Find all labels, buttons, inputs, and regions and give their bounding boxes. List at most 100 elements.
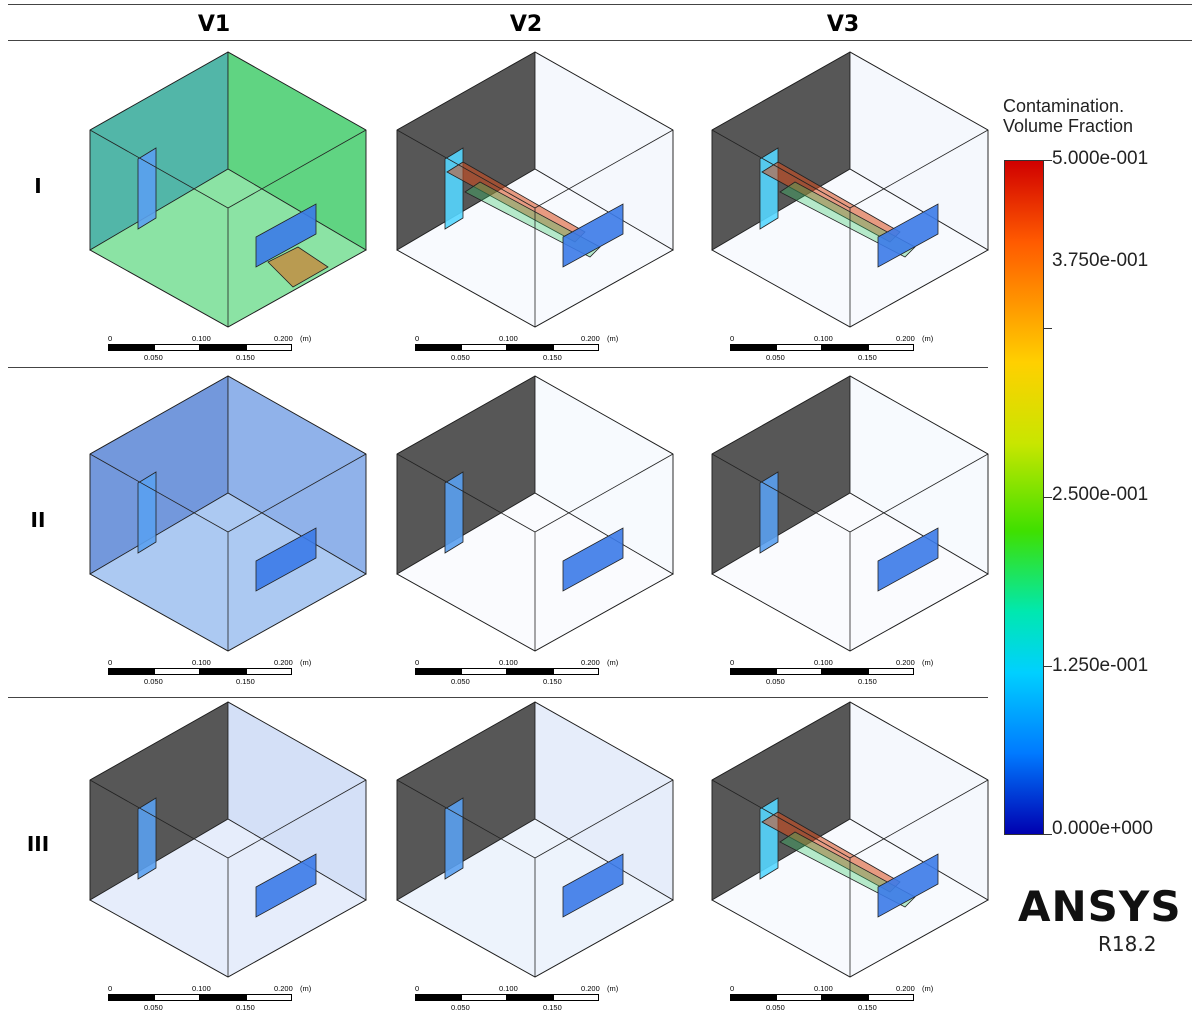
cube-render <box>711 375 989 652</box>
outlet-opening <box>255 527 317 592</box>
contamination-hotspot <box>267 246 329 288</box>
outlet-opening <box>877 527 939 592</box>
legend-tick-label: 2.500e-001 <box>1052 484 1149 505</box>
header-rule <box>8 40 1192 41</box>
scale-label-max: 0.200 <box>581 984 600 993</box>
cube-render <box>396 51 674 328</box>
scale-label-q1: 0.050 <box>766 353 785 362</box>
scale-label-q3: 0.150 <box>236 1003 255 1012</box>
legend-tick <box>1044 328 1052 329</box>
scale-bar-segment <box>200 668 246 675</box>
scale-label-unit: (m) <box>300 984 312 993</box>
cube-edge <box>227 453 367 533</box>
cube-render <box>711 51 989 328</box>
scale-label-q1: 0.050 <box>451 1003 470 1012</box>
cube-edge <box>227 899 367 978</box>
scale-label-unit: (m) <box>922 658 934 667</box>
contour-panel: 0 0.100 0.200 (m) 0.050 0.150 <box>78 51 378 372</box>
scale-label-zero: 0 <box>730 334 735 343</box>
cube-edge <box>849 375 989 455</box>
legend-title-line2: Volume Fraction <box>1003 116 1134 136</box>
cube-edge <box>396 129 536 209</box>
scale-label-zero: 0 <box>108 334 113 343</box>
scale-label-q3: 0.150 <box>543 677 562 686</box>
row-divider-1 <box>8 367 988 368</box>
inlet-opening <box>444 471 464 554</box>
scale-label-mid: 0.100 <box>192 334 211 343</box>
scale-label-zero: 0 <box>415 334 420 343</box>
scale-bar-segment <box>415 344 461 351</box>
scale-label-mid: 0.100 <box>499 984 518 993</box>
scale-bar-segment <box>822 994 868 1001</box>
cube-render <box>396 375 674 652</box>
scale-bar-segment <box>415 994 461 1001</box>
scale-label-mid: 0.100 <box>814 334 833 343</box>
cube-edge <box>534 129 674 209</box>
scale-label-max: 0.200 <box>274 984 293 993</box>
cube-edge <box>396 573 536 652</box>
scale-label-q3: 0.150 <box>858 353 877 362</box>
cube-edge <box>534 573 674 652</box>
scale-label-q3: 0.150 <box>543 1003 562 1012</box>
cube-edge <box>711 573 851 652</box>
cube-edge <box>396 249 536 328</box>
contour-panel: 0 0.100 0.200 (m) 0.050 0.150 <box>385 375 685 696</box>
outlet-opening <box>877 203 939 268</box>
scale-label-zero: 0 <box>730 984 735 993</box>
scale-bar-segment <box>154 668 200 675</box>
cube-edge <box>534 453 674 533</box>
scale-bar-segment <box>461 344 507 351</box>
cube-edge <box>534 899 674 978</box>
row-header-ii: II <box>30 508 46 532</box>
scale-bar-segment <box>246 994 292 1001</box>
cube-edge <box>227 779 367 859</box>
scale-label-unit: (m) <box>922 334 934 343</box>
scale-label-unit: (m) <box>607 658 619 667</box>
scale-bar-segment <box>461 668 507 675</box>
cube-edge <box>534 701 674 781</box>
scale-label-q1: 0.050 <box>451 353 470 362</box>
scale-bar-segment <box>108 344 154 351</box>
cube-edge <box>711 375 851 455</box>
contour-panel: 0 0.100 0.200 (m) 0.050 0.150 <box>78 701 378 1022</box>
color-scale-bar <box>1004 160 1044 835</box>
scale-label-q3: 0.150 <box>858 677 877 686</box>
cube-edge <box>396 453 536 533</box>
inlet-opening <box>137 471 157 554</box>
scale-label-q3: 0.150 <box>543 353 562 362</box>
scale-bar-segment <box>507 994 553 1001</box>
scale-bar-segment <box>507 668 553 675</box>
cube-edge <box>534 51 674 131</box>
cube-edge <box>227 129 367 209</box>
scale-label-unit: (m) <box>922 984 934 993</box>
scale-label-max: 0.200 <box>274 334 293 343</box>
cube-render <box>89 51 367 328</box>
cube-edge <box>849 573 989 652</box>
scale-label-max: 0.200 <box>896 334 915 343</box>
scale-bar: 0 0.100 0.200 (m) 0.050 0.150 <box>730 658 940 694</box>
cube-edge <box>711 249 851 328</box>
contour-panel: 0 0.100 0.200 (m) 0.050 0.150 <box>700 375 1000 696</box>
cube-edge <box>396 375 536 455</box>
legend-tick-label: 5.000e-001 <box>1052 148 1149 169</box>
scale-label-unit: (m) <box>607 334 619 343</box>
scale-bar-segment <box>776 994 822 1001</box>
scale-label-q1: 0.050 <box>144 353 163 362</box>
scale-bar-segment <box>200 994 246 1001</box>
scale-label-max: 0.200 <box>274 658 293 667</box>
legend-tick-label: 1.250e-001 <box>1052 655 1149 676</box>
scale-label-unit: (m) <box>300 334 312 343</box>
inlet-opening <box>444 147 464 230</box>
scale-label-mid: 0.100 <box>499 334 518 343</box>
scale-bar-segment <box>507 344 553 351</box>
scale-label-max: 0.200 <box>581 334 600 343</box>
scale-bar-segment <box>553 994 599 1001</box>
scale-label-zero: 0 <box>730 658 735 667</box>
cube-edge <box>711 701 851 781</box>
legend-tick <box>1044 497 1052 498</box>
cube-edge <box>89 129 229 209</box>
contour-panel: 0 0.100 0.200 (m) 0.050 0.150 <box>78 375 378 696</box>
cube-edge <box>396 779 536 859</box>
contour-panel: 0 0.100 0.200 (m) 0.050 0.150 <box>385 51 685 372</box>
outlet-opening <box>562 527 624 592</box>
